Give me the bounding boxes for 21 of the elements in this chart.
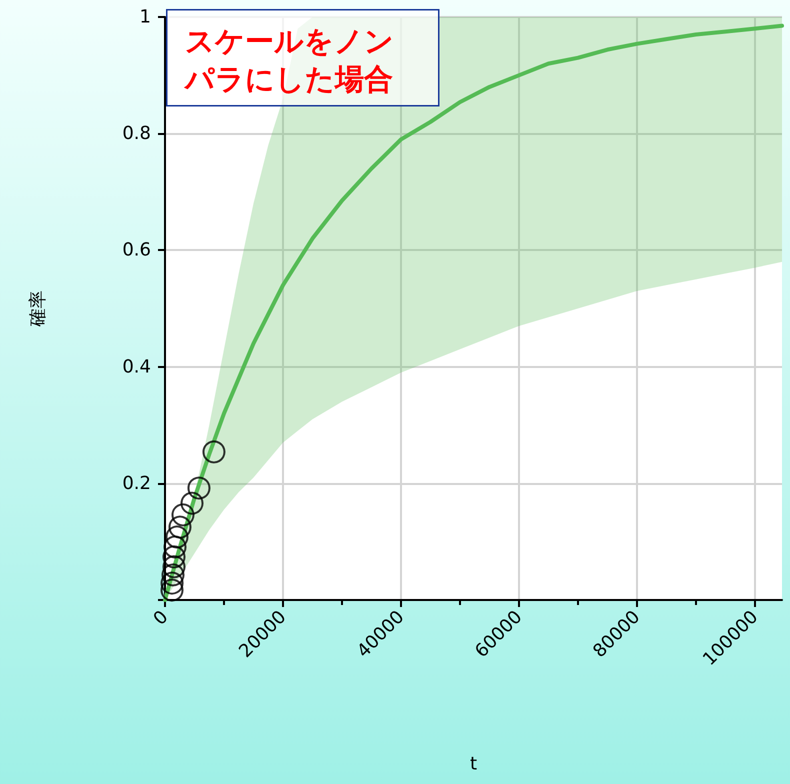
point (202, 440, 226, 464)
point (168, 516, 192, 539)
point (172, 503, 194, 526)
point (162, 545, 186, 568)
y-tick-label: 1 (140, 6, 151, 28)
y-tick-label: 0.4 (122, 356, 151, 378)
point (180, 492, 204, 515)
x-axis-title: t (470, 754, 478, 774)
y-axis-title: 確率 (28, 290, 48, 328)
y-tick-label: 0.8 (122, 123, 151, 144)
point (160, 578, 184, 602)
y-tick-label: 0.2 (122, 472, 151, 494)
y-tick-label: 0.6 (122, 240, 151, 261)
point (164, 535, 187, 558)
point (188, 476, 210, 500)
x-tick-label: 0 (149, 606, 172, 630)
annotation: スケールをノンパラにした場合 (182, 24, 394, 96)
point (162, 563, 185, 586)
point (162, 555, 186, 578)
point (160, 572, 184, 595)
point (165, 526, 188, 549)
